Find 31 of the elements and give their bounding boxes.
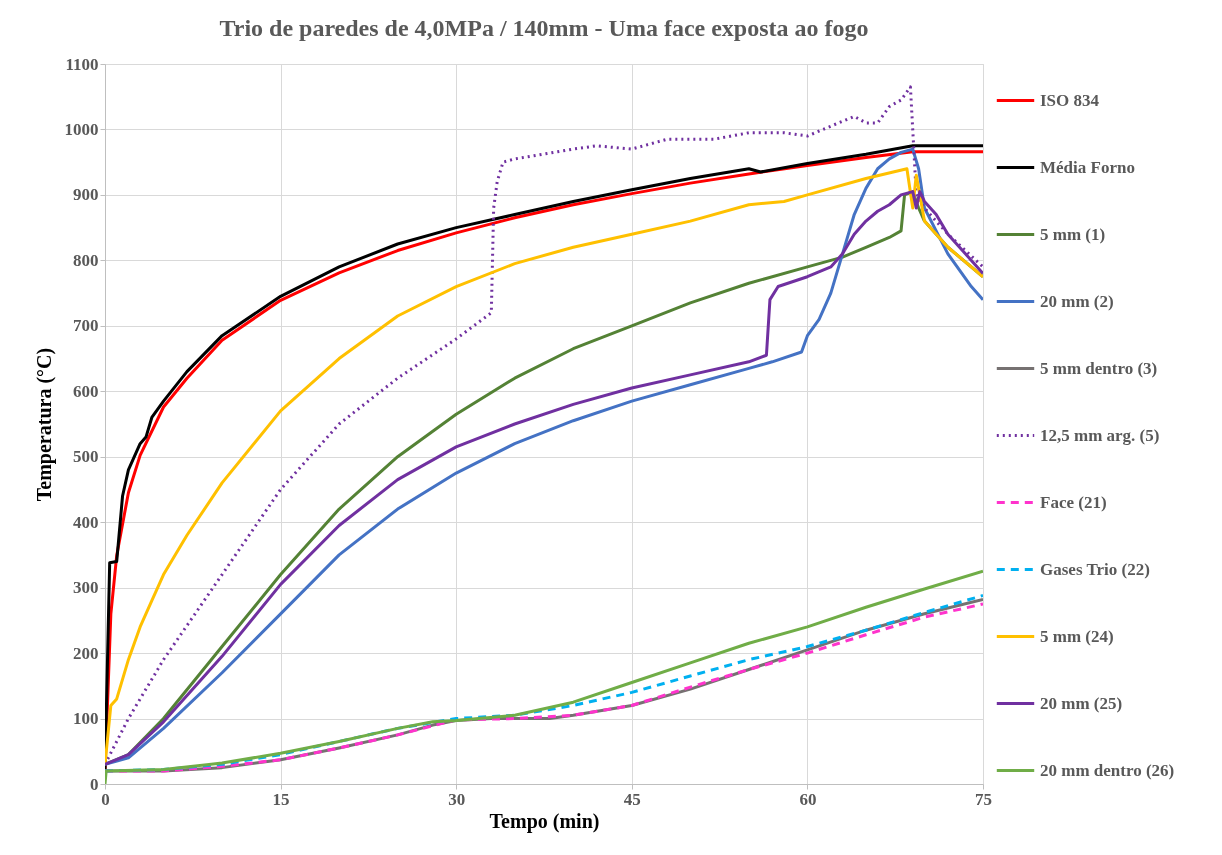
legend-label: 20 mm (25)	[1040, 693, 1123, 713]
y-tick-label: 0	[90, 774, 99, 794]
legend-label: 20 mm dentro (26)	[1040, 760, 1175, 780]
y-tick-label: 400	[73, 512, 99, 532]
y-tick-label: 1100	[65, 54, 99, 74]
legend-label: Gases Trio (22)	[1040, 559, 1150, 579]
y-tick-label: 600	[73, 381, 99, 401]
legend-label: 20 mm (2)	[1040, 291, 1114, 311]
chart-title: Trio de paredes de 4,0MPa / 140mm - Uma face exposta ao fogo	[219, 15, 869, 41]
y-tick-label: 100	[73, 709, 99, 729]
y-tick-label: 300	[73, 578, 99, 598]
y-tick-label: 1000	[64, 119, 99, 139]
legend-label: Média Forno	[1040, 157, 1135, 177]
legend-label: 5 mm (24)	[1040, 626, 1114, 646]
y-tick-label: 200	[73, 643, 99, 663]
legend-label: Face (21)	[1040, 492, 1107, 512]
y-tick-label: 500	[73, 447, 99, 467]
y-tick-label: 700	[73, 316, 99, 336]
x-tick-label: 30	[448, 789, 466, 809]
x-tick-label: 15	[272, 789, 290, 809]
x-axis-title: Tempo (min)	[489, 809, 600, 833]
y-axis-title: Temperatura (°C)	[32, 347, 56, 502]
legend-label: 5 mm dentro (3)	[1040, 358, 1158, 378]
legend-label: 5 mm (1)	[1040, 224, 1106, 244]
x-tick-label: 45	[623, 789, 641, 809]
legend-label: ISO 834	[1040, 90, 1100, 110]
legend-label: 12,5 mm arg. (5)	[1040, 425, 1160, 445]
y-tick-label: 900	[73, 185, 99, 205]
y-tick-label: 800	[73, 250, 99, 270]
x-tick-label: 60	[799, 789, 817, 809]
x-tick-label: 75	[975, 789, 992, 809]
